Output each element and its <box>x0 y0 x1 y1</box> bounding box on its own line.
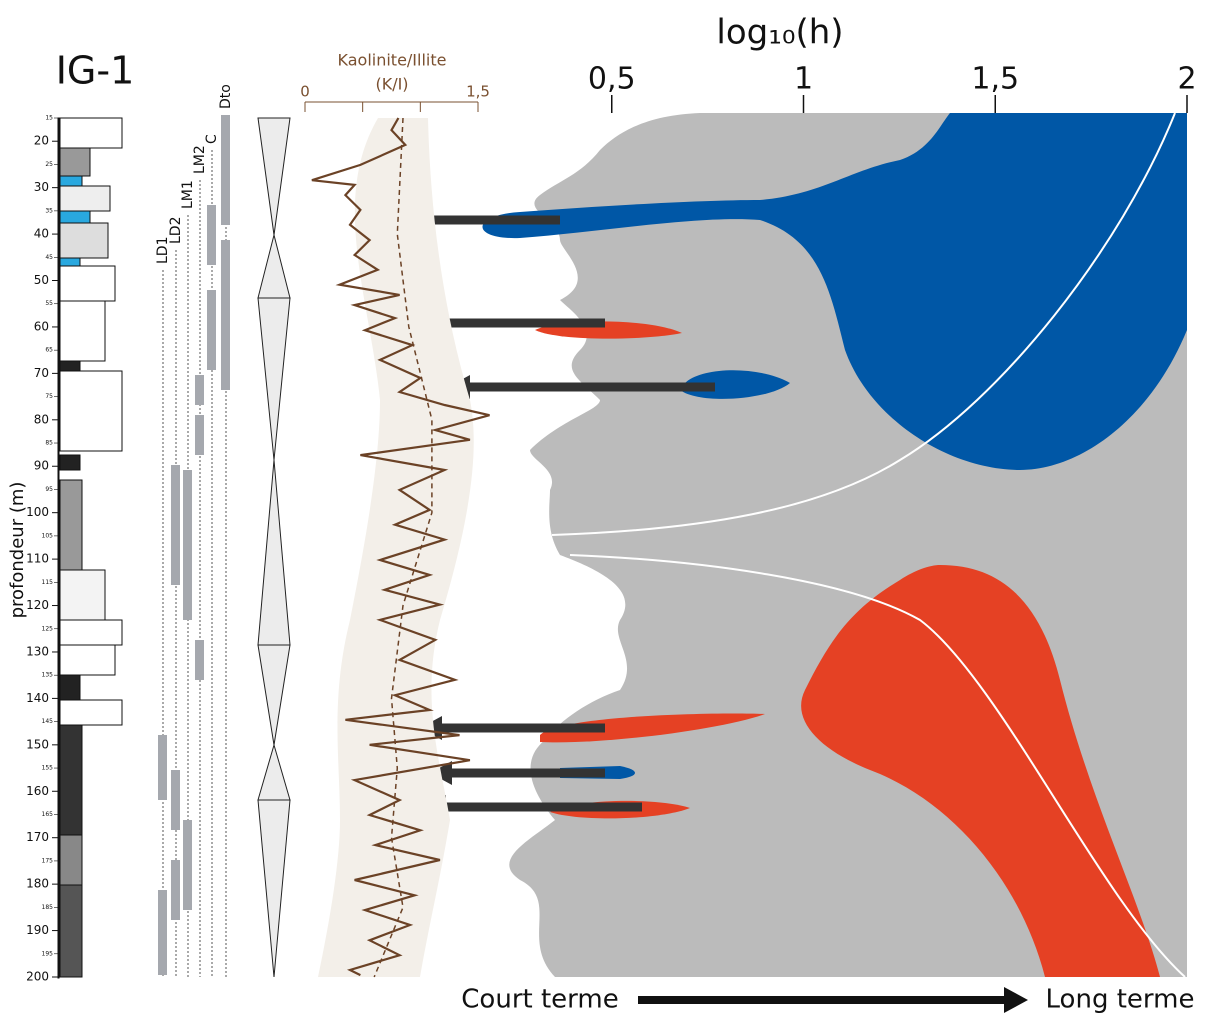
y-tick-label: 130 <box>26 644 49 658</box>
y-minor-tick-label: 95 <box>45 486 53 493</box>
y-tick-label: 90 <box>34 459 49 473</box>
y-tick-label: 200 <box>26 970 49 984</box>
y-minor-tick-label: 45 <box>45 254 53 261</box>
time-arrow <box>638 987 1028 1013</box>
y-tick-label: 110 <box>26 552 49 566</box>
blue-tongue <box>680 370 790 399</box>
x-tick-label: 0,5 <box>588 62 636 97</box>
annotation: Long terme <box>1046 985 1195 1015</box>
blue-region <box>482 113 1187 470</box>
log-title: log₁₀(h) <box>716 13 843 53</box>
y-minor-tick-label: 125 <box>42 625 54 632</box>
y-minor-tick-label: 15 <box>45 115 53 122</box>
y-tick-label: 60 <box>34 319 49 333</box>
y-minor-tick-label: 155 <box>42 765 54 772</box>
y-minor-tick-label: 35 <box>45 207 53 214</box>
white-line <box>551 112 1176 536</box>
y-tick-label: 70 <box>34 366 49 380</box>
y-minor-tick-label: 105 <box>42 532 54 539</box>
y-minor-tick-label: 85 <box>45 440 53 447</box>
x-tick-label: 1 <box>794 62 813 97</box>
y-tick-label: 120 <box>26 598 49 612</box>
trend-line <box>373 117 433 978</box>
x-tick-label: 1,5 <box>466 83 490 101</box>
x-tick-label: 0 <box>300 83 310 101</box>
y-minor-tick-label: 75 <box>45 393 53 400</box>
x-tick-label: 2 <box>1177 62 1196 97</box>
y-tick-label: 170 <box>26 830 49 844</box>
y-minor-tick-label: 185 <box>42 904 54 911</box>
column-label: LM1 <box>180 180 196 209</box>
y-minor-tick-label: 175 <box>42 857 54 864</box>
x-tick-label: 1,5 <box>971 62 1019 97</box>
column-label: C <box>204 134 220 144</box>
y-minor-tick-label: 25 <box>45 161 53 168</box>
y-tick-label: 100 <box>26 505 49 519</box>
y-tick-label: 20 <box>34 134 49 148</box>
column-label: LM2 <box>192 145 208 174</box>
y-tick-label: 80 <box>34 412 49 426</box>
y-minor-tick-label: 165 <box>42 811 54 818</box>
figure-title: IG-1 <box>56 49 135 93</box>
cycle-column <box>257 117 291 978</box>
column-label: LD2 <box>168 217 184 245</box>
y-tick-label: 40 <box>34 227 49 241</box>
annotation: Court terme <box>461 985 618 1015</box>
ki-title: Kaolinite/Illite <box>338 51 447 70</box>
range-bars <box>158 115 230 975</box>
ki-subtitle: (K/I) <box>375 75 408 94</box>
y-minor-tick-label: 145 <box>42 718 54 725</box>
ki-line <box>311 117 490 977</box>
lithology-column <box>57 117 123 979</box>
y-minor-tick-label: 195 <box>42 950 54 957</box>
y-tick-label: 190 <box>26 923 49 937</box>
y-tick-label: 160 <box>26 784 49 798</box>
y-minor-tick-label: 115 <box>42 579 54 586</box>
wavelet-panel <box>390 112 1187 1013</box>
red-region <box>801 565 1160 977</box>
ki-envelope <box>318 118 474 977</box>
y-minor-tick-label: 55 <box>45 300 53 307</box>
red-tongue <box>540 713 765 743</box>
y-tick-label: 180 <box>26 877 49 891</box>
y-minor-tick-label: 65 <box>45 347 53 354</box>
column-label: Dto <box>218 84 234 109</box>
y-tick-label: 140 <box>26 691 49 705</box>
y-minor-tick-label: 135 <box>42 672 54 679</box>
y-axis-label: profondeur (m) <box>7 482 28 619</box>
white-line <box>569 554 1186 978</box>
y-tick-label: 50 <box>34 273 49 287</box>
y-tick-label: 150 <box>26 737 49 751</box>
y-tick-label: 30 <box>34 180 49 194</box>
column-label: LD1 <box>155 237 171 265</box>
